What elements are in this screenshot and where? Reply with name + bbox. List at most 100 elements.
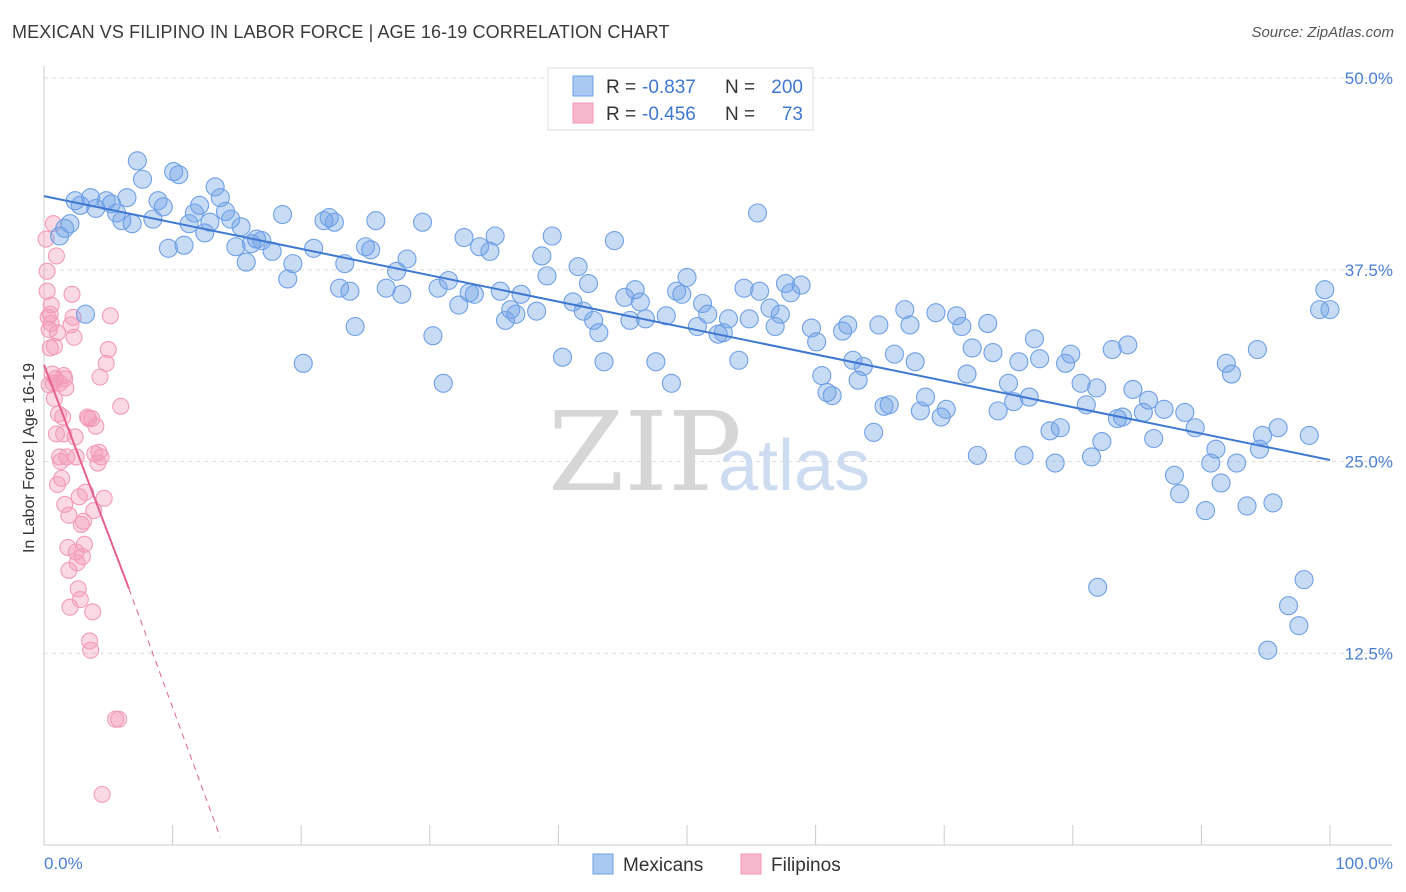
mexican-point [1123, 379, 1143, 399]
mexican-trend-line [43, 195, 1331, 461]
mexican-point [449, 295, 469, 315]
mexican-point [1087, 378, 1107, 398]
mexican-point [1263, 493, 1283, 513]
mexican-point [464, 284, 484, 304]
mexican-point [75, 304, 96, 324]
mexican-point [1050, 418, 1070, 438]
filipino-point [99, 340, 117, 359]
mexican-point [314, 211, 334, 231]
mexican-point [962, 338, 982, 358]
mexican-point [915, 387, 936, 407]
mexican-point [1227, 453, 1247, 473]
grid-lines [44, 77, 1392, 654]
filipino-point [41, 305, 59, 323]
filipino-point [74, 512, 92, 530]
mexican-point [397, 249, 417, 269]
mexican-point [283, 254, 303, 274]
mexican-point [760, 298, 780, 318]
mexican-point [330, 278, 350, 298]
series-mexicans-points [50, 151, 1340, 660]
legend-swatch-filipinos [572, 102, 594, 124]
mexican-point [392, 284, 412, 304]
mexican-point [584, 310, 604, 330]
watermark-zip: ZIP [548, 388, 742, 516]
filipino-point [81, 632, 99, 650]
filipino-point [47, 247, 65, 265]
filipino-point [54, 408, 72, 426]
mexican-point [1170, 484, 1190, 504]
mexican-point [527, 301, 547, 321]
mexican-point [1315, 280, 1335, 300]
mexican-point [1061, 344, 1081, 364]
bottom-legend-filipinos: Filipinos [771, 855, 841, 876]
mexican-point [345, 316, 365, 337]
mexican-point [164, 162, 184, 182]
y-tick-labels: 12.5% 25.0% 37.5% 50.0% [1345, 69, 1393, 663]
mexican-point [428, 278, 448, 298]
mexican-point [1206, 439, 1226, 459]
filipino-point [47, 425, 65, 443]
mexican-point [1118, 335, 1138, 355]
mexican-point [1278, 596, 1299, 616]
y-tick-label: 12.5% [1345, 644, 1393, 663]
mexican-point [1009, 352, 1029, 372]
mexican-point [739, 309, 759, 329]
mexican-point [470, 237, 490, 257]
mexican-point [1154, 399, 1174, 419]
filipino-point [56, 495, 74, 514]
filipino-trend-line [43, 364, 130, 590]
mexican-point [1164, 465, 1184, 485]
mexican-point [1102, 339, 1122, 360]
mexican-point [926, 303, 946, 323]
mexican-point [1081, 447, 1102, 467]
mexican-point [978, 313, 998, 333]
mexican-point [272, 204, 293, 225]
x-tick-label: 0.0% [44, 854, 83, 873]
bottom-legend-swatch-mexicans [592, 853, 614, 875]
mexican-point [900, 315, 920, 335]
mexican-point [60, 214, 80, 234]
mexican-point [718, 309, 739, 329]
x-tick-label: 100.0% [1335, 854, 1393, 873]
mexican-point [361, 240, 381, 260]
mexican-point [340, 281, 360, 301]
mexican-point [506, 304, 526, 324]
mexican-point [153, 197, 173, 217]
mexican-point [568, 257, 588, 277]
mexican-point [236, 252, 256, 272]
mexican-point [1237, 496, 1257, 516]
mexican-point [750, 281, 770, 301]
mexican-point [1175, 402, 1195, 422]
watermark-atlas: atlas [718, 426, 870, 506]
filipino-point [83, 409, 101, 428]
mexican-point [747, 203, 768, 223]
filipino-point [65, 328, 83, 346]
mexican-point [895, 300, 915, 320]
mexican-point [1092, 432, 1112, 452]
axes [43, 66, 1392, 846]
mexican-point [734, 278, 754, 298]
legend-n-label: N = [725, 104, 755, 125]
mexican-point [532, 246, 552, 266]
legend-n-label: N = [725, 77, 755, 98]
mexican-point [630, 292, 650, 312]
mexican-point [1258, 640, 1278, 660]
legend-n-value: 200 [771, 77, 803, 98]
legend-r-value: -0.837 [642, 77, 696, 98]
mexican-point [729, 350, 749, 370]
mexican-point [589, 323, 609, 343]
mexican-point [1221, 364, 1242, 384]
filipino-point [48, 475, 67, 494]
mexican-point [1211, 473, 1231, 493]
legend-n-value: 73 [782, 104, 803, 125]
mexican-point [132, 169, 153, 189]
mexican-point [190, 195, 210, 215]
legend-swatch-mexicans [572, 75, 594, 97]
mexican-point [1299, 425, 1319, 445]
filipino-point [92, 448, 110, 466]
mexican-point [117, 188, 137, 208]
filipino-point [87, 417, 105, 435]
filipino-point [95, 489, 113, 507]
mexican-point [1144, 428, 1164, 449]
